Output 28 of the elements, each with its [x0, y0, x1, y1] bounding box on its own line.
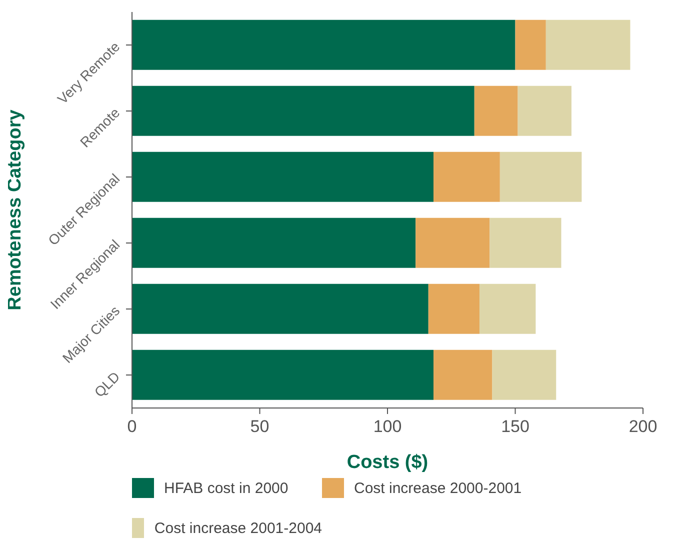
- legend-label: HFAB cost in 2000: [164, 480, 288, 496]
- bar: [132, 218, 416, 268]
- bar: [132, 350, 434, 400]
- bar: [416, 218, 490, 268]
- bar: [518, 86, 572, 136]
- y-tick-label: QLD: [91, 368, 123, 400]
- x-tick-label: 50: [250, 417, 270, 436]
- x-tick-label: 150: [501, 417, 530, 436]
- bar: [428, 284, 480, 334]
- bar: [474, 86, 518, 136]
- legend-label: Cost increase 2000-2001: [354, 480, 522, 496]
- x-tick-label: 200: [628, 417, 658, 436]
- x-tick-label: 100: [373, 417, 402, 436]
- bar: [132, 86, 474, 136]
- bar: [500, 152, 582, 202]
- bar: [433, 152, 500, 202]
- bar: [132, 284, 428, 334]
- bar: [515, 20, 546, 70]
- bar: [492, 350, 556, 400]
- x-axis-title: Costs ($): [346, 452, 428, 473]
- bar: [490, 218, 562, 268]
- bar: [546, 20, 630, 70]
- bar: [132, 152, 434, 202]
- bar: [479, 284, 536, 334]
- x-tick-label: 0: [127, 417, 137, 436]
- legend-label: Cost increase 2001-2004: [154, 520, 322, 536]
- bar: [132, 20, 516, 70]
- bar: [433, 350, 492, 400]
